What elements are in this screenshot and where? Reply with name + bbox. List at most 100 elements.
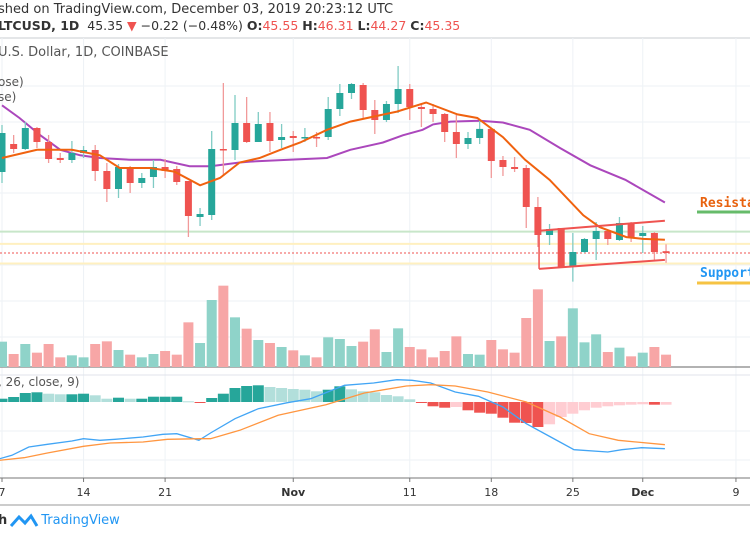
macd-histogram-bar <box>54 394 66 402</box>
macd-histogram-bar <box>124 398 136 402</box>
macd-histogram-bar <box>276 388 288 402</box>
macd-histogram-bar <box>579 402 590 411</box>
footer-brand: TradingView <box>41 512 120 528</box>
candle-body <box>56 158 64 160</box>
volume-bar <box>288 350 299 367</box>
candle-body <box>278 137 286 140</box>
macd-histogram-bar <box>264 387 276 402</box>
macd-histogram-bar <box>206 398 218 402</box>
time-tick-label: Dec <box>631 486 654 499</box>
volume-bar <box>78 357 89 367</box>
candle-body <box>487 128 495 161</box>
volume-bar <box>591 334 602 367</box>
volume-bar <box>404 347 415 367</box>
support-label: Support <box>700 266 750 281</box>
macd-histogram-bar <box>287 389 299 402</box>
candle-body <box>394 89 402 104</box>
candle-body <box>126 167 134 183</box>
volume-bar <box>521 318 532 367</box>
candle-body <box>429 109 437 114</box>
ema-line <box>1 101 665 241</box>
candle-body <box>639 233 647 236</box>
macd-histogram-bar <box>217 393 229 402</box>
macd-histogram-bar <box>229 388 241 402</box>
candle-body <box>546 229 554 235</box>
macd-histogram-bar <box>415 402 427 403</box>
volume-bar <box>579 342 590 367</box>
volume-bar <box>299 355 310 367</box>
macd-histogram-bar <box>322 389 334 402</box>
candle-body <box>313 137 321 139</box>
close-value: 45.35 <box>424 18 461 33</box>
macd-histogram-bar <box>532 402 544 427</box>
candle-body <box>371 110 379 120</box>
macd-histogram-bar <box>660 402 672 405</box>
symbol-label: LTCUSD, 1D <box>0 18 80 33</box>
candle-body <box>115 167 122 189</box>
volume-bar <box>637 352 648 367</box>
macd-histogram-bar <box>357 391 369 402</box>
macd-histogram-bar <box>8 397 20 402</box>
low-value: 44.27 <box>370 18 407 33</box>
volume-bar <box>55 357 66 367</box>
volume-bar <box>393 328 404 367</box>
time-tick-label: 9 <box>732 486 739 499</box>
candle-body <box>10 144 18 149</box>
volume-bar <box>451 336 462 367</box>
macd-histogram-bar <box>648 402 660 405</box>
candle-body <box>184 181 192 216</box>
macd-legend: , 26, close, 9) <box>0 375 80 389</box>
macd-histogram-bar <box>147 396 159 402</box>
volume-bar <box>136 357 147 367</box>
macd-histogram-bar <box>485 402 497 414</box>
volume-bar <box>264 343 275 367</box>
tradingview-logo[interactable]: h TradingView <box>0 512 120 528</box>
candle-body <box>534 207 542 235</box>
ma2-legend: se) <box>0 90 17 104</box>
candle-body <box>173 169 181 182</box>
macd-histogram-bar <box>113 397 124 402</box>
macd-histogram-bar <box>19 393 31 402</box>
volume-bar <box>614 347 625 367</box>
candle-body <box>0 133 6 172</box>
macd-histogram-bar <box>78 393 90 402</box>
last-price: 45.35 <box>87 18 124 33</box>
candle-body <box>91 150 99 171</box>
volume-bar <box>439 351 450 367</box>
candle-body <box>336 93 344 109</box>
macd-histogram-bar <box>334 386 346 402</box>
candle-body <box>149 167 157 177</box>
volume-bar <box>567 308 578 367</box>
macd-histogram-bar <box>555 402 567 417</box>
candle-body <box>511 167 519 169</box>
macd-histogram-bar <box>450 402 462 407</box>
macd-histogram-bar <box>474 402 486 413</box>
macd-histogram-bar <box>0 398 8 402</box>
time-tick-label: 21 <box>158 486 172 499</box>
candle-body <box>581 239 588 252</box>
tradingview-cloud-icon <box>10 513 39 527</box>
macd-histogram-bar <box>625 402 637 405</box>
macd-histogram-bar <box>101 398 113 402</box>
macd-line <box>0 379 665 460</box>
volume-bar <box>334 339 345 367</box>
volume-bar <box>160 351 171 367</box>
volume-bar <box>486 340 497 367</box>
candle-body <box>289 136 297 138</box>
candle-body <box>33 128 41 142</box>
macd-histogram-bar <box>171 396 183 402</box>
macd-histogram-bar <box>439 402 451 408</box>
volume-bar <box>230 317 240 367</box>
candle-body <box>499 160 507 167</box>
candle-body <box>592 231 600 239</box>
candle-body <box>522 168 530 207</box>
time-tick-label: 25 <box>566 486 580 499</box>
time-tick-label: 7 <box>0 486 6 499</box>
candle-body <box>254 124 262 142</box>
channel-upper-line <box>538 219 665 232</box>
candle-body <box>324 109 332 137</box>
candle-body <box>662 251 670 253</box>
time-tick-label: 11 <box>403 486 417 499</box>
candle-body <box>441 114 449 132</box>
